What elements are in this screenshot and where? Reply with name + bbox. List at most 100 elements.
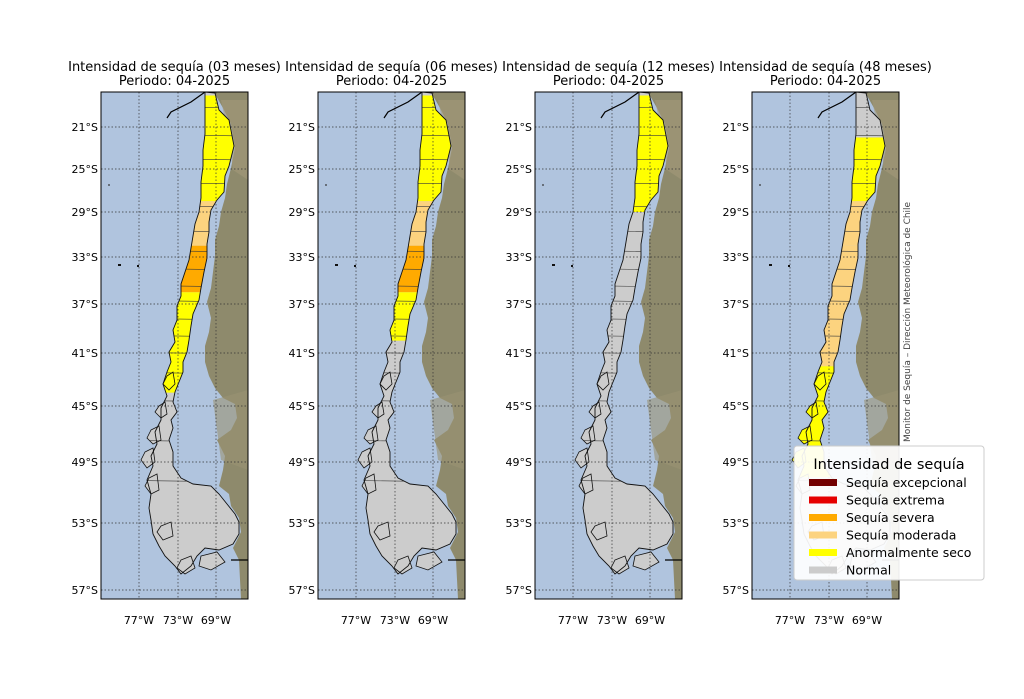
island-outline (574, 447, 590, 469)
legend-item: Sequía moderada (809, 528, 956, 543)
panel-title: Intensidad de sequía (48 meses) (719, 60, 932, 75)
lat-tick-label: 53°S (506, 517, 532, 530)
island-outline (596, 371, 610, 391)
land-argentina (422, 92, 465, 599)
lon-tick-label: 73°W (814, 614, 844, 627)
lat-tick-label: 37°S (723, 298, 749, 311)
island-outline (140, 447, 156, 469)
lat-tick-label: 29°S (506, 206, 532, 219)
lat-tick-label: 33°S (72, 251, 98, 264)
lat-tick-label: 29°S (289, 206, 315, 219)
lat-tick-label: 37°S (72, 298, 98, 311)
lat-tick-label: 21°S (72, 121, 98, 134)
legend-item: Anormalmente seco (809, 545, 971, 560)
lat-tick-label: 29°S (72, 206, 98, 219)
map-frame (100, 91, 249, 600)
panel-title: Intensidad de sequía (06 meses) (285, 60, 498, 75)
panel-title: Intensidad de sequía (12 meses) (502, 60, 715, 75)
map-frame (534, 91, 683, 600)
lon-tick-label: 77°W (124, 614, 154, 627)
terrain-patch (213, 390, 248, 470)
border-line (817, 92, 857, 119)
legend-item: Normal (809, 563, 891, 578)
island-outline (805, 401, 819, 419)
island-dot (788, 265, 790, 267)
map-panel-3: Intensidad de sequía (12 meses)Periodo: … (502, 60, 715, 627)
island-dot (108, 184, 110, 186)
lat-tick-label: 21°S (723, 121, 749, 134)
legend-swatch (809, 514, 837, 521)
island-dot (769, 264, 772, 266)
panel-period: Periodo: 04-2025 (336, 74, 447, 89)
lat-tick-label: 25°S (72, 163, 98, 176)
land-argentina (639, 92, 682, 599)
lat-tick-label: 21°S (289, 121, 315, 134)
island-outline (632, 551, 660, 571)
island-outline (610, 555, 630, 575)
lat-tick-label: 25°S (723, 163, 749, 176)
border-line (600, 92, 640, 119)
terrain-patch (430, 390, 465, 470)
legend-swatch (809, 549, 837, 556)
island-outline (361, 473, 377, 495)
legend-label: Sequía excepcional (846, 475, 967, 490)
island-dot (335, 264, 338, 266)
island-dot (354, 265, 356, 267)
island-dot (571, 265, 573, 267)
lon-tick-label: 69°W (201, 614, 231, 627)
legend-item: Sequía excepcional (809, 475, 967, 490)
legend: Intensidad de sequía Sequía excepcional S… (793, 445, 985, 581)
lat-tick-label: 57°S (289, 584, 315, 597)
lat-tick-label: 49°S (723, 456, 749, 469)
lon-tick-label: 77°W (558, 614, 588, 627)
lat-tick-label: 57°S (72, 584, 98, 597)
panel-period: Periodo: 04-2025 (770, 74, 881, 89)
map-panel-1: Intensidad de sequía (03 meses)Periodo: … (68, 60, 281, 627)
lat-tick-label: 41°S (506, 347, 532, 360)
chile-outline (363, 92, 457, 575)
island-dot (759, 184, 761, 186)
island-outline (363, 425, 379, 445)
lat-tick-label: 37°S (289, 298, 315, 311)
lat-tick-label: 53°S (289, 517, 315, 530)
panel-period: Periodo: 04-2025 (119, 74, 230, 89)
legend-title: Intensidad de sequía (813, 457, 964, 473)
lat-tick-label: 45°S (723, 400, 749, 413)
legend-label: Normal (846, 563, 891, 578)
island-outline (162, 371, 176, 391)
lon-tick-label: 73°W (380, 614, 410, 627)
island-outline (357, 447, 373, 469)
chile-outline (146, 92, 240, 575)
terrain-patch (647, 390, 682, 470)
map-frame (317, 91, 466, 600)
lat-tick-label: 49°S (289, 456, 315, 469)
lat-tick-label: 45°S (289, 400, 315, 413)
island-outline (578, 473, 594, 495)
legend-swatch (809, 566, 837, 574)
lat-tick-label: 45°S (72, 400, 98, 413)
map-area (101, 92, 248, 599)
island-outline (590, 521, 608, 541)
lat-tick-label: 57°S (506, 584, 532, 597)
lat-tick-label: 25°S (506, 163, 532, 176)
island-outline (588, 401, 602, 419)
island-outline (198, 551, 226, 571)
panel-title: Intensidad de sequía (03 meses) (68, 60, 281, 75)
legend-label: Sequía severa (846, 510, 935, 525)
island-outline (146, 425, 162, 445)
island-outline (154, 401, 168, 419)
legend-swatch (809, 479, 837, 486)
lat-tick-label: 25°S (289, 163, 315, 176)
island-dot (542, 184, 544, 186)
map-area (535, 92, 682, 599)
legend-label: Sequía extrema (846, 493, 945, 508)
island-dot (325, 184, 327, 186)
island-dot (137, 265, 139, 267)
border-line (383, 92, 423, 119)
lon-tick-label: 69°W (852, 614, 882, 627)
map-area (318, 92, 465, 599)
chile-outline (580, 92, 674, 575)
lat-tick-label: 21°S (506, 121, 532, 134)
lon-tick-label: 77°W (775, 614, 805, 627)
